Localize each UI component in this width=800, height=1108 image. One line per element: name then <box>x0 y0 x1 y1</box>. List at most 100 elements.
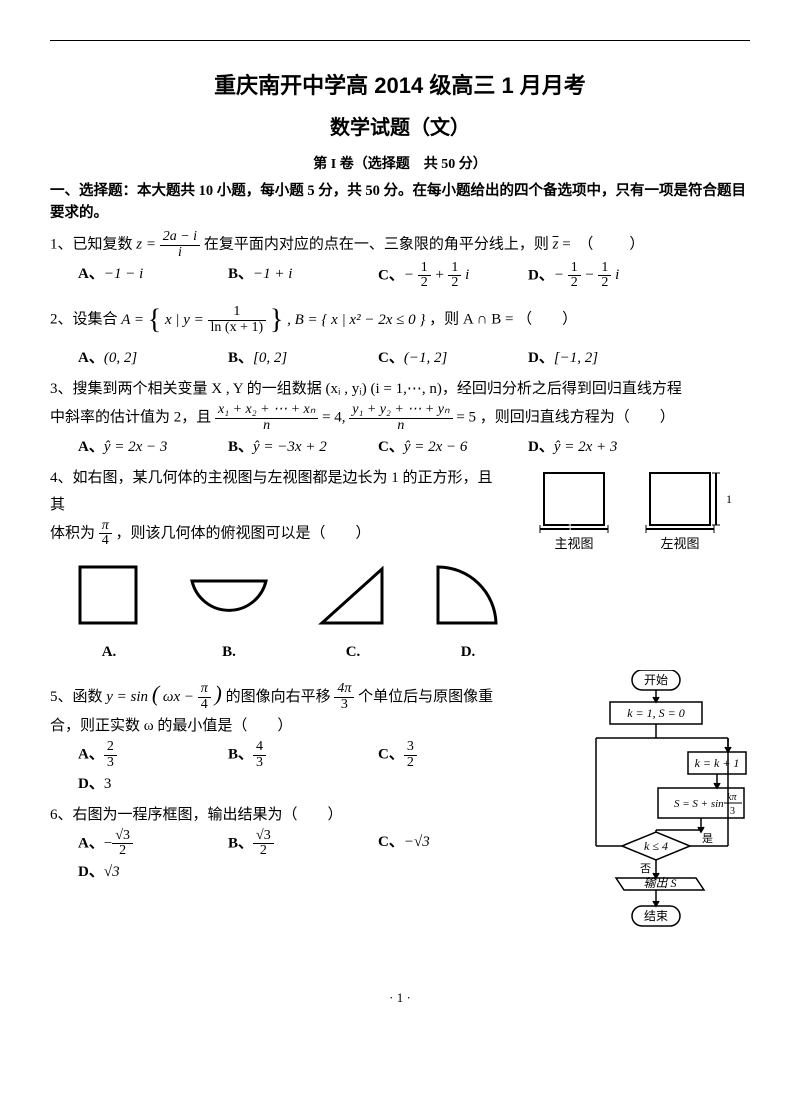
q3-f2d: n <box>349 419 452 434</box>
q2-B-set: { x | x² − 2x ≤ 0 } <box>321 312 425 328</box>
q3-l2b: ，则回归直线方程为（ ） <box>480 410 675 426</box>
q5oBd: 3 <box>253 756 266 771</box>
q5oAl: A、 <box>78 747 104 763</box>
q3-line1: 3、搜集到两个相关变量 X , Y 的一组数据 (xᵢ , yᵢ) (i = 1… <box>50 376 750 403</box>
q1-optB-lbl: B、 <box>228 266 253 282</box>
q5oDl: D、 <box>78 776 104 792</box>
svg-text:结束: 结束 <box>644 909 668 923</box>
q1-options: A、−1 − i B、−1 + i C、− 12 + 12 i D、− 12 −… <box>78 261 750 291</box>
q6oAd: 2 <box>112 844 133 859</box>
q3-eq5: = 5 <box>456 410 476 426</box>
q2-oD-l: D、 <box>528 350 554 366</box>
instructions: 一、选择题：本大题共 10 小题，每小题 5 分，共 50 分。在每小题给出的四… <box>50 181 750 225</box>
q5oCl: C、 <box>378 747 404 763</box>
svg-text:1: 1 <box>567 522 573 534</box>
q1-frac-den: i <box>160 246 200 261</box>
q1-optC-lbl: C、 <box>378 267 404 283</box>
q2-oB-l: B、 <box>228 350 253 366</box>
q2-ln: ln (x + 1) <box>208 321 267 336</box>
q4-lblB: B. <box>184 639 274 666</box>
q2-oC: (−1, 2] <box>404 350 447 366</box>
q3-eq4: = 4, <box>322 410 349 426</box>
q5oBl: B、 <box>228 747 253 763</box>
q5pn: π <box>198 682 211 698</box>
q6oCl: C、 <box>378 834 404 850</box>
q2-B-eq: , B = <box>287 312 318 328</box>
question-6: 6、右图为一程序框图，输出结果为（ ） A、−√32 B、√32 C、−√3 D… <box>50 802 750 886</box>
q3oB: ŷ = −3x + 2 <box>253 439 327 455</box>
q4pd: 4 <box>99 534 112 549</box>
q2-oC-l: C、 <box>378 350 404 366</box>
q5oCn: 3 <box>404 740 417 756</box>
q4-shape-C: C. <box>314 563 392 666</box>
q1-frac: 2a − ii <box>160 230 200 260</box>
svg-text:左视图: 左视图 <box>660 536 699 551</box>
q5-options: A、23 B、43 C、32 D、3 <box>78 740 564 797</box>
q6oAl: A、 <box>78 835 104 851</box>
q5l2: 合，则正实数 ω 的最小值是（ ） <box>50 713 750 740</box>
q1-optB: −1 + i <box>253 266 292 282</box>
question-4: 4、如右图，某几何体的主视图与左视图都是边长为 1 的正方形，且其 体积为 π4… <box>50 465 750 555</box>
q6-options: A、−√32 B、√32 C、−√3 D、√3 <box>78 829 564 886</box>
q5oAd: 3 <box>104 756 117 771</box>
q3-f1n: x₁ + x₂ + ⋯ + xₙ <box>215 403 318 419</box>
q4-views-figure: 1 主视图 1 左视图 <box>530 465 750 553</box>
q3oBl: B、 <box>228 439 253 455</box>
q5pd: 4 <box>198 698 211 713</box>
q1-optA-lbl: A、 <box>78 266 104 282</box>
q6oD: √3 <box>104 864 120 880</box>
q4-shape-B: B. <box>184 563 274 666</box>
q1-stem-a: 1、已知复数 <box>50 237 136 253</box>
q1-optC: − 12 + 12 i <box>404 267 469 283</box>
top-rule <box>50 40 750 41</box>
title-school: 重庆南开中学高 2014 级高三 1 月月考 <box>50 66 750 106</box>
question-1: 1、已知复数 z = 2a − ii 在复平面内对应的点在一、三象限的角平分线上… <box>50 230 750 291</box>
q2-oD: [−1, 2] <box>554 350 598 366</box>
q4-shapes: A. B. C. D. <box>74 563 750 666</box>
q5ye: y = sin <box>106 689 148 705</box>
views-svg: 1 主视图 1 左视图 <box>530 465 750 553</box>
q6oAn: √3 <box>112 829 133 845</box>
q4l2b: ，则该几何体的俯视图可以是（ ） <box>116 525 371 541</box>
q4-lblA: A. <box>74 639 144 666</box>
q1-optD-lbl: D、 <box>528 267 554 283</box>
q4pn: π <box>99 519 112 535</box>
q5oAn: 2 <box>104 740 117 756</box>
q5shn: 4π <box>334 682 354 698</box>
q2-oB: [0, 2] <box>253 350 287 366</box>
q1-z-eq: z = <box>136 237 156 253</box>
q3oC: ŷ = 2x − 6 <box>404 439 468 455</box>
subtitle-part: 第 I 卷（选择题 共 50 分） <box>50 152 750 177</box>
q1-stem-c: = （ ） <box>562 237 646 253</box>
q5oBn: 4 <box>253 740 266 756</box>
svg-text:主视图: 主视图 <box>554 536 593 551</box>
q5sc: 个单位后与原图像重 <box>358 689 493 705</box>
q2-options: A、(0, 2] B、[0, 2] C、(−1, 2] D、[−1, 2] <box>78 345 750 372</box>
q1-stem-b: 在复平面内对应的点在一、三象限的角平分线上，则 <box>204 237 553 253</box>
q5oD: 3 <box>104 776 112 792</box>
svg-text:1: 1 <box>726 492 732 506</box>
q3oCl: C、 <box>378 439 404 455</box>
q3-f1d: n <box>215 419 318 434</box>
q4-lblD: D. <box>432 639 504 666</box>
question-3: 3、搜集到两个相关变量 X , Y 的一组数据 (xᵢ , yᵢ) (i = 1… <box>50 376 750 460</box>
q2-oA-l: A、 <box>78 350 104 366</box>
page-number: · 1 · <box>50 986 750 1009</box>
q6oBn: √3 <box>253 829 274 845</box>
q3oA: ŷ = 2x − 3 <box>104 439 168 455</box>
q1-zbar: z <box>553 237 559 253</box>
q6oC: −√3 <box>404 834 430 850</box>
q2-stem-b: ，则 A ∩ B = （ ） <box>429 312 577 328</box>
q2-A-eq: A = <box>121 312 144 328</box>
title-subject: 数学试题（文） <box>50 110 750 146</box>
q3-line2: 中斜率的估计值为 2，且 x₁ + x₂ + ⋯ + xₙn = 4, y₁ +… <box>50 403 750 433</box>
q1-optA: −1 − i <box>104 266 143 282</box>
q5sb: 的图像向右平移 <box>226 689 335 705</box>
q3oD: ŷ = 2x + 3 <box>554 439 618 455</box>
question-5: 5、函数 y = sin ( ωx − π4 ) 的图像向右平移 4π3 个单位… <box>50 674 750 798</box>
q4-line1: 4、如右图，某几何体的主视图与左视图都是边长为 1 的正方形，且其 <box>50 465 495 519</box>
q5in: ωx − <box>163 689 194 705</box>
q2-stem-a: 2、设集合 <box>50 312 121 328</box>
q3oDl: D、 <box>528 439 554 455</box>
q3-l2a: 中斜率的估计值为 2，且 <box>50 410 215 426</box>
